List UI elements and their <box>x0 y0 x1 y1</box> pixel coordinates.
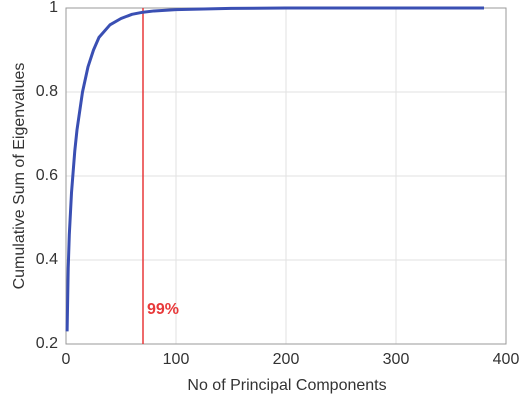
x-tick-label: 300 <box>383 351 410 368</box>
y-tick-label: 1 <box>49 0 58 16</box>
x-tick-label: 100 <box>163 351 190 368</box>
marker-label: 99% <box>147 301 179 318</box>
x-axis-label: No of Principal Components <box>187 377 386 394</box>
y-tick-label: 0.4 <box>36 251 58 268</box>
y-axis-label: Cumulative Sum of Eigenvalues <box>11 63 28 290</box>
y-tick-label: 0.2 <box>36 335 58 352</box>
y-tick-label: 0.6 <box>36 167 58 184</box>
data-line <box>65 6 484 332</box>
x-tick-label: 0 <box>62 351 71 368</box>
y-tick-label: 0.8 <box>36 83 58 100</box>
x-tick-label: 400 <box>493 351 520 368</box>
x-tick-label: 200 <box>273 351 300 368</box>
